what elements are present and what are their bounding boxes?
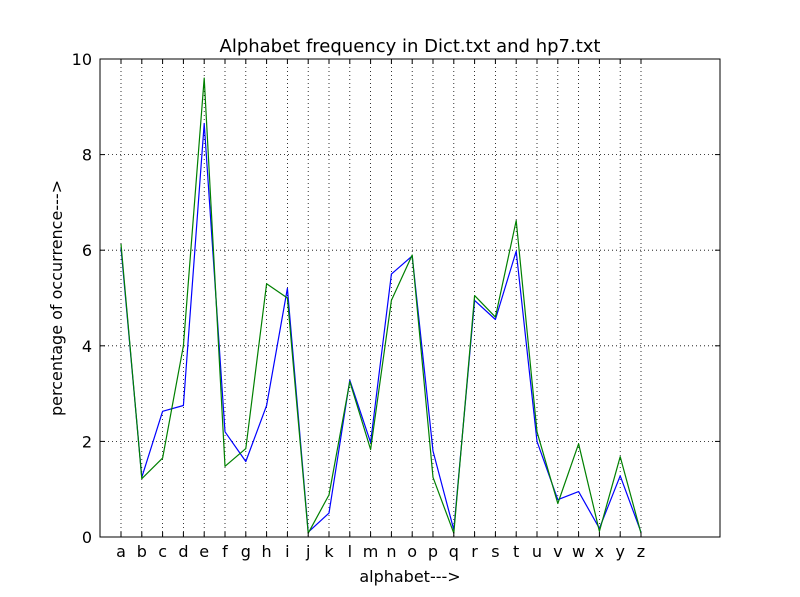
x-tick-label: t (513, 542, 519, 561)
y-tick-label: 4 (82, 337, 92, 356)
x-tick-label: b (137, 542, 147, 561)
x-tick-label: v (553, 542, 562, 561)
y-tick-label: 8 (82, 146, 92, 165)
x-axis-label: alphabet---> (359, 567, 460, 586)
x-tick-label: n (386, 542, 396, 561)
x-tick-label: s (491, 542, 499, 561)
x-tick-label: j (305, 542, 310, 561)
x-tick-label: m (363, 542, 379, 561)
x-tick-label: h (262, 542, 272, 561)
y-tick-label: 0 (82, 528, 92, 547)
y-tick-label: 10 (72, 50, 92, 69)
x-tick-label: w (572, 542, 585, 561)
grid (100, 58, 720, 538)
series-line-2 (120, 77, 642, 534)
x-tick-label: i (285, 542, 289, 561)
x-tick-label: q (449, 542, 459, 561)
y-tick-label: 2 (82, 432, 92, 451)
x-tick-label: r (471, 542, 478, 561)
x-tick-label: l (348, 542, 352, 561)
x-tick-label: d (178, 542, 188, 561)
chart-title: Alphabet frequency in Dict.txt and hp7.t… (220, 36, 601, 57)
x-tick-label: o (407, 542, 417, 561)
x-tick-label: f (222, 542, 228, 561)
x-tick-label: u (532, 542, 542, 561)
x-tick-label: z (637, 542, 645, 561)
x-tick-label: e (199, 542, 209, 561)
series-lines (120, 77, 642, 534)
x-tick-label: p (428, 542, 438, 561)
x-tick-label: g (241, 542, 251, 561)
x-tick-label: a (116, 542, 126, 561)
x-tick-label: y (615, 542, 624, 561)
x-tick-label: c (158, 542, 167, 561)
y-tick-label: 6 (82, 241, 92, 260)
axis-ticks (100, 58, 720, 538)
plot-frame (99, 58, 721, 538)
y-axis-label: percentage of occurrence---> (47, 180, 66, 416)
x-tick-label: x (595, 542, 604, 561)
series-line-1 (120, 122, 642, 533)
x-tick-label: k (324, 542, 334, 561)
